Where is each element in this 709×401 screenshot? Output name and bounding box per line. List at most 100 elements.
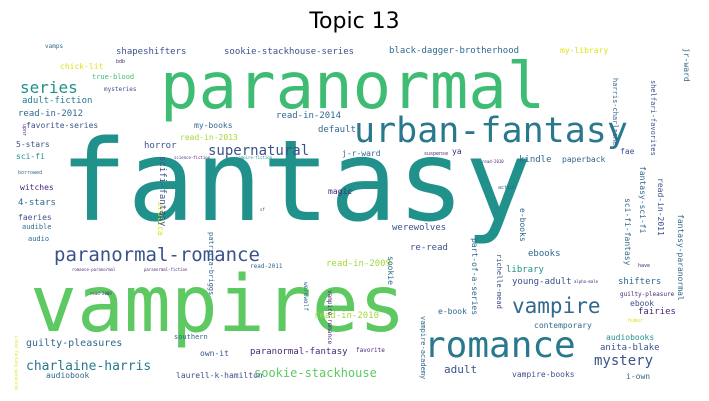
word-guilty-pleasure: guilty-pleasure [620, 291, 675, 298]
word-ya: ya [452, 147, 462, 156]
word-fantasy-sci-fi: fantasy-sci-fi [638, 166, 647, 234]
word-j-r-ward: j-r-ward [342, 149, 381, 158]
word-e-books: e-books [518, 208, 527, 242]
word-urban-fantasy: urban-fantasy [354, 111, 628, 151]
word-read-in-2014: read-in-2014 [276, 111, 342, 121]
word-fantasy: fantasy [60, 117, 533, 247]
word-shapeshifters: shapeshifters [116, 47, 187, 57]
word-shelfari-favorites: shelfari-favorites [649, 80, 657, 156]
word-5-stars: 5-stars [16, 140, 50, 149]
word-my-books: my-books [194, 121, 233, 130]
word-vampire-romance: vampire-romance [326, 290, 333, 345]
word-true-blood: true-blood [92, 73, 135, 81]
word-vampire: vampire [512, 294, 601, 318]
word-borrowed: borrowed [18, 170, 43, 176]
word-romance-paranormal: romance-paranormal [72, 267, 116, 272]
word-re-read: re-read [410, 243, 448, 253]
word-part-of-a-series: part-of-a-series [470, 238, 479, 316]
word-sf: sf [260, 207, 265, 212]
word-paperback: paperback [562, 155, 606, 164]
word-own-it: own-it [200, 349, 229, 358]
word-werewolves: werewolves [392, 223, 447, 233]
word-anita-blake: anita-blake [600, 343, 660, 353]
word-sci-fi: sci-fi [16, 152, 45, 161]
word-ebooks: ebooks [528, 249, 561, 259]
word-sookie-stackhouse: sookie-stackhouse [254, 366, 377, 380]
word-suspense: suspense [424, 151, 449, 157]
word-series: series [20, 78, 78, 97]
word-audiobooks: audiobooks [606, 333, 655, 342]
word-scifi-fantasy: scifi-fantasy [157, 156, 167, 227]
word-action: action [498, 185, 517, 191]
word-paranormal-fantasy: paranormal-fantasy [250, 347, 348, 357]
word-vampire-books: vampire-books [512, 370, 575, 379]
word-adult: adult [444, 363, 478, 376]
word-read-in-2012: read-in-2012 [18, 109, 84, 119]
word-werewolf: werewolf [302, 282, 309, 311]
word-supernatural: supernatural [208, 143, 310, 159]
word-laurell-k-hamilton: laurell-k-hamilton [176, 371, 263, 380]
word-vampires: vampires [30, 260, 406, 350]
word-fantasy-paranormal: fantasy-paranormal [676, 214, 685, 301]
word-read-in-2010: read-in-2010 [314, 311, 380, 321]
word-chick-lit: chick-lit [60, 62, 104, 71]
word-sookie: sookie [386, 256, 395, 285]
word-read-2009: read-2009 [90, 291, 112, 296]
word-mysteries: mysteries [104, 86, 137, 93]
word-science-fiction: science-fiction [174, 155, 211, 160]
word-read-in-2013: read-in-2013 [180, 133, 238, 142]
word-witches: witches [20, 183, 54, 192]
word-harris-charlaine: harris-charlaine [611, 78, 619, 146]
word-faeries: faeries [18, 213, 52, 222]
word-patricia-briggs: patricia-briggs [207, 232, 215, 296]
word-favorite-series: favorite-series [26, 121, 99, 130]
word-paranormal-fiction: paranormal-fiction [144, 267, 188, 272]
word-guilty-pleasures: guilty-pleasures [26, 338, 123, 349]
word-charlaine-harris: charlaine-harris [26, 359, 152, 374]
word-richelle-mead: richelle-mead [495, 254, 503, 309]
word-horror: horror [144, 141, 177, 151]
word-vampire-academy: vampire-academy [419, 316, 427, 380]
chart-title: Topic 13 [309, 9, 400, 34]
word-fairies: fairies [638, 307, 676, 317]
word-audible: audible [22, 223, 52, 231]
word-alpha-male: alpha-male [574, 279, 599, 284]
word-favorite: favorite [356, 347, 385, 354]
word-jr-ward: jr-ward [682, 48, 691, 82]
word-shifters: shifters [618, 277, 662, 287]
word-paranormal: paranormal [160, 50, 546, 124]
word-sookie-stackhouse-series: sookie-stackhouse-series [224, 47, 355, 57]
word-e-book: e-book [438, 307, 467, 316]
word-have: have [638, 263, 651, 269]
word-i-own: i-own [626, 372, 651, 381]
word-ebook: ebook [630, 299, 655, 308]
word-humor: humor [628, 318, 644, 324]
word-cloud: fantasy paranormal vampires urban-fantas… [14, 38, 695, 390]
word-mystery: mystery [594, 353, 654, 369]
word-4-stars: 4-stars [18, 198, 56, 208]
word-vamps: vamps [45, 43, 64, 50]
word-contemporary: contemporary [534, 321, 592, 330]
word-read-2011: read-2011 [250, 263, 283, 270]
word-urban-fantasy-paranormal: urban-fantasy-paranormal [14, 336, 19, 390]
word-read-2010: read-2010 [482, 159, 504, 164]
word-sci-fi-fantasy: sci-fi-fantasy [623, 198, 632, 266]
word-bdb: bdb [116, 59, 126, 65]
word-young-adult: young-adult [512, 277, 572, 287]
word-default: default [318, 125, 356, 135]
word-my-library: my-library [560, 46, 609, 55]
word-kindle: kindle [519, 155, 552, 165]
word-audio: audio [28, 235, 50, 243]
word-read-in-2009: read-in-2009 [326, 259, 392, 269]
word-upnr: upnr [21, 124, 27, 137]
word-vampire-fiction: vampire-fiction [236, 155, 273, 160]
word-library: library [506, 265, 544, 275]
word-audiobook: audiobook [46, 371, 90, 380]
word-black-dagger-brotherhood: black-dagger-brotherhood [389, 46, 520, 56]
word-adult-fiction: adult-fiction [22, 96, 93, 106]
word-magic: magic [328, 187, 353, 196]
word-fae: fae [620, 147, 635, 156]
word-read-in-2011: read-in-2011 [656, 178, 665, 236]
word-romance: romance [424, 325, 576, 366]
word-southern: southern [174, 333, 208, 341]
